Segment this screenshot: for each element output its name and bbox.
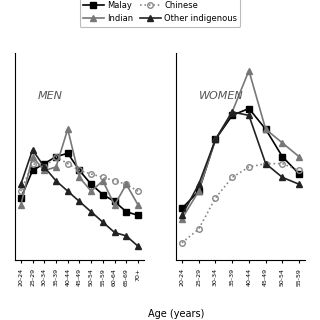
- Chinese: [31, 162, 35, 165]
- Chinese: [77, 169, 81, 172]
- Malay: [31, 169, 35, 172]
- Indian: [31, 155, 35, 159]
- Malay: [19, 196, 23, 200]
- Other indigenous: [77, 200, 81, 204]
- Other indigenous: [101, 220, 105, 224]
- Chinese: [124, 182, 128, 186]
- Chinese: [19, 189, 23, 193]
- Line: Indian: Indian: [18, 126, 141, 208]
- Chinese: [136, 189, 140, 193]
- Indian: [101, 179, 105, 183]
- Indian: [136, 203, 140, 207]
- Other indigenous: [66, 189, 70, 193]
- Indian: [54, 165, 58, 169]
- Malay: [101, 193, 105, 196]
- Malay: [66, 151, 70, 155]
- Line: Malay: Malay: [18, 150, 141, 218]
- Indian: [124, 182, 128, 186]
- Indian: [42, 169, 46, 172]
- Legend: Malay, Indian, Chinese, Other indigenous: Malay, Indian, Chinese, Other indigenous: [80, 0, 240, 27]
- Other indigenous: [19, 182, 23, 186]
- Malay: [124, 210, 128, 214]
- Line: Other indigenous: Other indigenous: [18, 147, 141, 249]
- Text: MEN: MEN: [38, 91, 63, 101]
- Text: Age (years): Age (years): [148, 309, 204, 319]
- Indian: [66, 127, 70, 131]
- Malay: [54, 155, 58, 159]
- Indian: [77, 175, 81, 179]
- Indian: [113, 203, 116, 207]
- Malay: [113, 200, 116, 204]
- Other indigenous: [124, 234, 128, 238]
- Chinese: [42, 165, 46, 169]
- Chinese: [101, 175, 105, 179]
- Other indigenous: [54, 179, 58, 183]
- Malay: [77, 169, 81, 172]
- Text: WOMEN: WOMEN: [199, 91, 244, 101]
- Other indigenous: [42, 165, 46, 169]
- Chinese: [66, 162, 70, 165]
- Other indigenous: [31, 148, 35, 152]
- Line: Chinese: Chinese: [18, 154, 141, 194]
- Other indigenous: [136, 244, 140, 248]
- Chinese: [89, 172, 93, 176]
- Other indigenous: [113, 231, 116, 235]
- Indian: [89, 189, 93, 193]
- Malay: [136, 213, 140, 217]
- Indian: [19, 203, 23, 207]
- Other indigenous: [89, 210, 93, 214]
- Chinese: [113, 179, 116, 183]
- Malay: [89, 182, 93, 186]
- Chinese: [54, 155, 58, 159]
- Malay: [42, 162, 46, 165]
